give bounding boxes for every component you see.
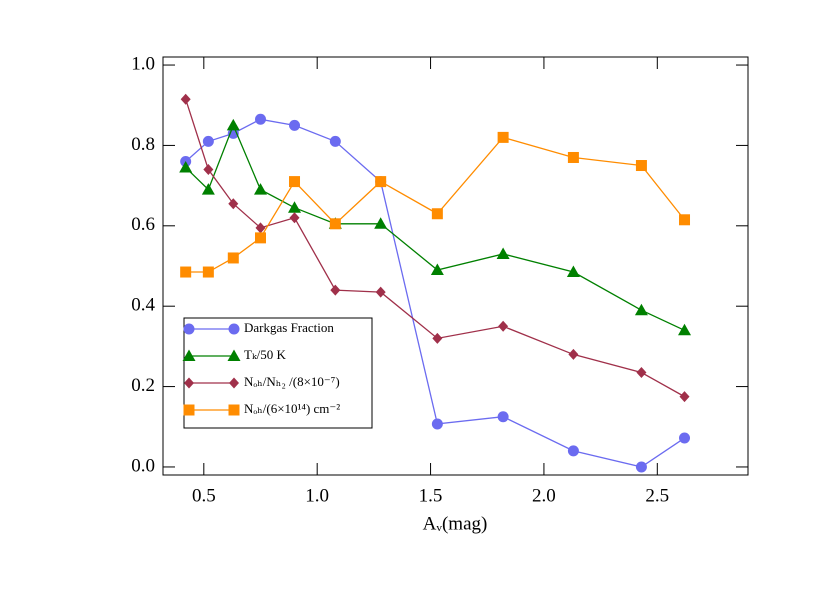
legend-marker — [228, 404, 240, 416]
data-point — [636, 367, 647, 379]
data-point — [634, 303, 648, 316]
data-point — [375, 176, 387, 188]
data-point — [288, 201, 302, 213]
data-point — [201, 183, 215, 195]
data-point — [179, 161, 193, 173]
y-tick-label: 0.4 — [131, 295, 155, 316]
plot-frame — [162, 56, 749, 476]
data-point — [227, 252, 239, 264]
y-tick-label: 0.8 — [131, 134, 155, 155]
legend-label: Nₒₕ/Nₕ₂ /(8×10⁻⁷) — [244, 374, 340, 389]
legend-label: Tₖ/50 K — [244, 347, 287, 362]
data-point — [679, 432, 691, 444]
data-point — [180, 266, 192, 278]
legend-label: Darkgas Fraction — [244, 320, 334, 335]
data-point — [679, 391, 690, 403]
data-point — [226, 118, 240, 131]
data-point — [255, 222, 266, 234]
data-point — [289, 176, 301, 188]
data-point — [432, 332, 443, 344]
data-point — [329, 135, 341, 147]
y-tick-label: 1.0 — [131, 53, 155, 74]
data-point — [635, 160, 647, 172]
legend-marker — [184, 377, 194, 389]
data-point — [431, 418, 443, 430]
data-point — [202, 135, 214, 147]
y-tick-label: 0.0 — [131, 455, 155, 476]
legend-marker — [183, 323, 195, 335]
x-tick-label: 2.5 — [645, 485, 669, 506]
x-tick-label: 1.0 — [305, 485, 329, 506]
x-tick-label: 0.5 — [192, 485, 216, 506]
y-tick-label: 0.2 — [131, 375, 155, 396]
data-point — [567, 445, 579, 457]
data-point — [679, 214, 691, 226]
x-tick-label: 1.5 — [419, 485, 443, 506]
series-line — [185, 99, 685, 398]
legend: Darkgas Fraction Tₖ/50 K Nₒₕ/Nₕ₂ /(8×10⁻⁷)… — [182, 317, 373, 429]
data-point — [330, 284, 341, 296]
data-point — [255, 113, 266, 125]
data-point — [255, 232, 266, 244]
data-point — [202, 266, 214, 278]
legend-label: Nₒₕ/(6×10¹⁴) cm⁻² — [244, 401, 340, 416]
data-point — [375, 286, 386, 298]
data-point — [566, 265, 580, 278]
data-point — [567, 151, 579, 163]
data-point — [289, 212, 300, 224]
legend-marker — [182, 349, 196, 361]
data-point — [374, 217, 388, 229]
data-point — [431, 208, 443, 220]
data-point — [497, 131, 509, 143]
data-point — [180, 93, 191, 105]
data-point — [635, 461, 647, 473]
series-line — [185, 123, 685, 331]
data-point — [228, 198, 239, 210]
data-point — [678, 323, 692, 336]
legend-marker — [227, 349, 241, 361]
data-point — [568, 348, 579, 360]
data-point — [498, 320, 509, 332]
data-point — [329, 218, 341, 230]
data-point — [430, 263, 444, 276]
data-point — [289, 119, 301, 131]
y-tick-label: 0.6 — [131, 214, 155, 235]
series-line — [185, 136, 686, 273]
data-point — [496, 247, 510, 259]
data-point — [254, 183, 267, 195]
legend-marker — [229, 377, 239, 389]
data-point — [203, 164, 214, 176]
x-axis-label: Aᵥ(mag) — [423, 513, 488, 534]
x-tick-label: 2.0 — [532, 485, 556, 506]
data-point — [497, 411, 509, 423]
legend-marker — [183, 404, 195, 416]
legend-marker — [228, 323, 240, 335]
